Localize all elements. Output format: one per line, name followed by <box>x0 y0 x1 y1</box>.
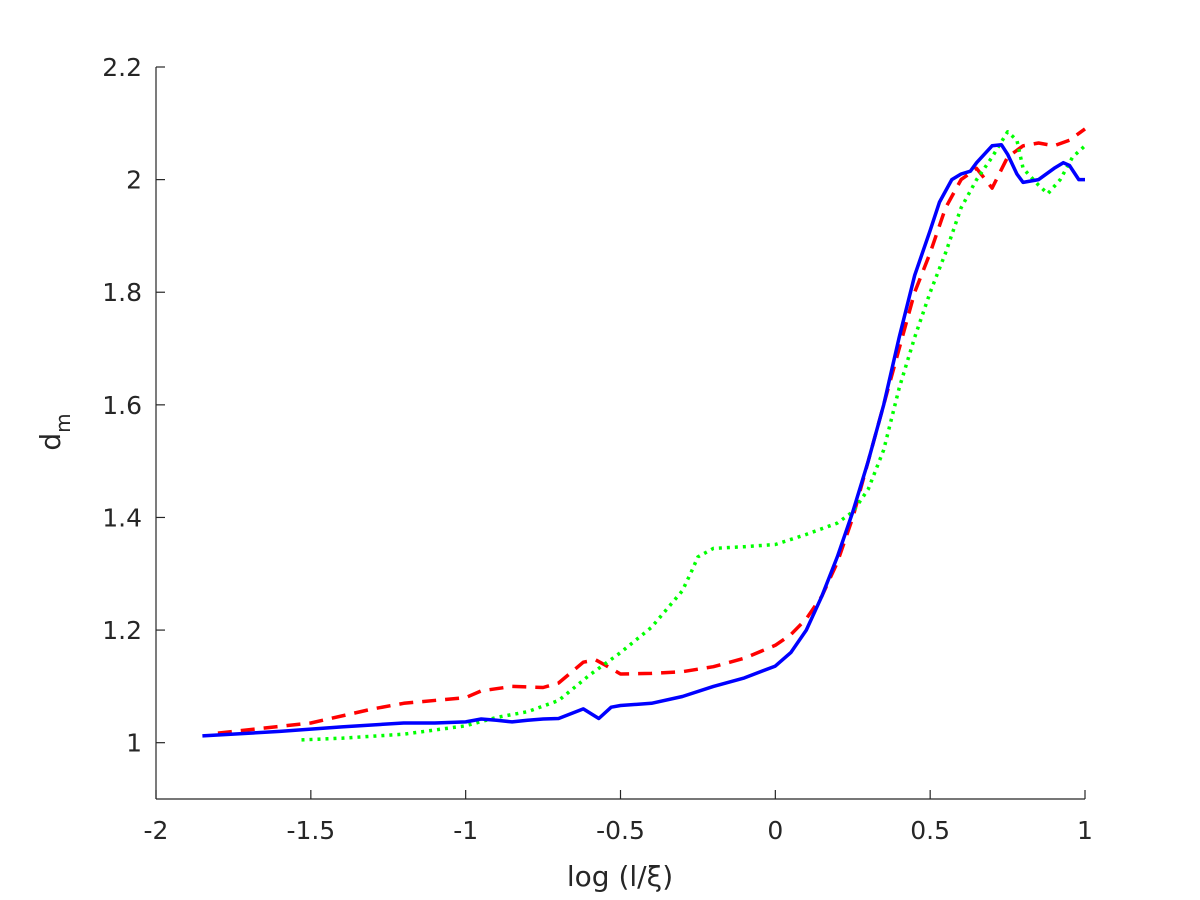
y-tick-label: 1.8 <box>102 278 142 307</box>
x-tick-label: 0.5 <box>910 816 950 845</box>
x-tick-label: -2 <box>144 816 169 845</box>
series-line-dotted <box>301 130 1087 742</box>
x-axis-label: log (l/ξ) <box>567 860 673 893</box>
series-line-dashed <box>217 127 1087 735</box>
x-tick-label: -0.5 <box>596 816 645 845</box>
y-tick-label: 1.6 <box>102 391 142 420</box>
series-layer <box>202 127 1087 742</box>
y-tick-label: 1.4 <box>102 503 142 532</box>
series-line-solid <box>202 142 1085 738</box>
y-axis-label-subscript: m <box>51 413 75 432</box>
y-axis-label-main: d <box>34 433 67 451</box>
x-tick-label: -1 <box>453 816 478 845</box>
y-tick-label: 1 <box>126 729 142 758</box>
y-axis-label-group: dm <box>34 413 75 450</box>
y-axis-label: dm <box>34 413 75 450</box>
x-tick-label: 1 <box>1077 816 1093 845</box>
y-tick-label: 1.2 <box>102 616 142 645</box>
axes: -2 -1.5 -1 -0.5 0 0.5 1 1 1.2 1.4 1.6 1.8 2 2.2 <box>102 53 1093 845</box>
x-tick-label: -1.5 <box>286 816 335 845</box>
y-tick-label: 2.2 <box>102 53 142 82</box>
y-tick-label: 2 <box>126 166 142 195</box>
x-tick-label: 0 <box>767 816 783 845</box>
